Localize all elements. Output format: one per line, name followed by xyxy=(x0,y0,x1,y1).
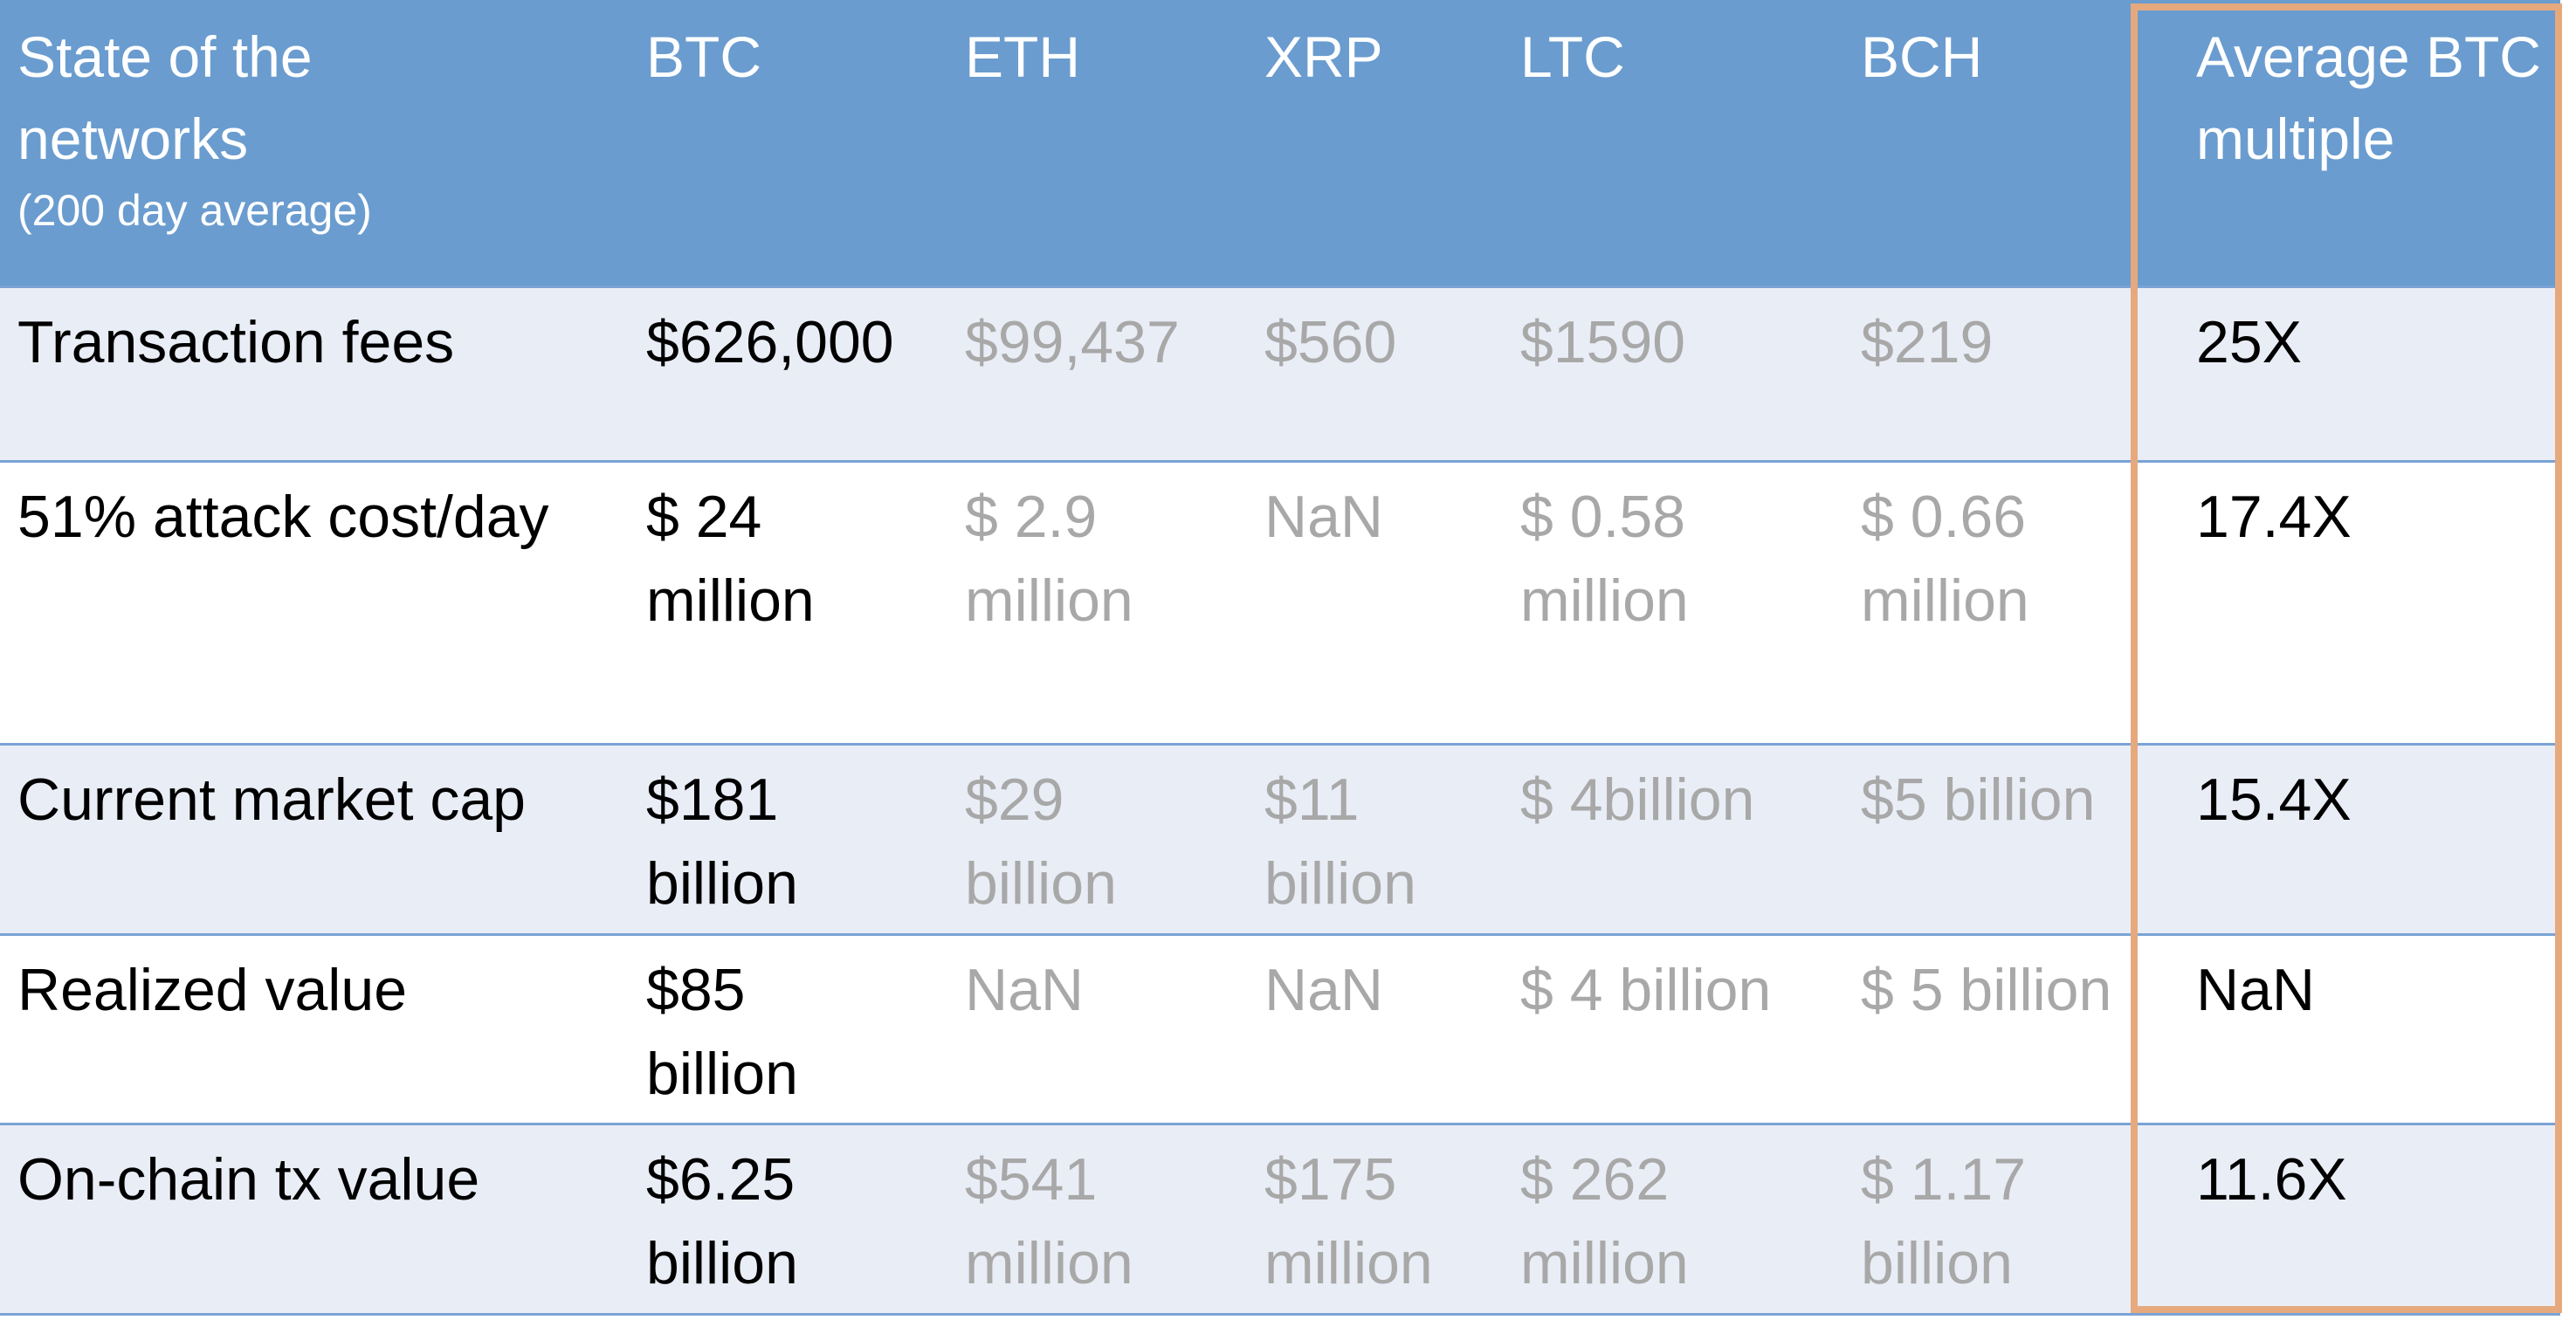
header-multiple-line-2: multiple xyxy=(2196,107,2395,171)
table-row: Current market cap $181 billion $29 bill… xyxy=(0,742,2560,934)
cell-value: NaN xyxy=(1264,483,1384,550)
cell-value-unit: million xyxy=(965,567,1133,634)
cell-btc: $181 billion xyxy=(629,742,947,934)
cell-eth: $541 million xyxy=(947,1122,1247,1316)
cell-multiple: NaN xyxy=(2137,932,2560,1124)
cell-value: $5 billion xyxy=(1861,766,2096,833)
header-metric-title-line-2: networks xyxy=(17,107,249,171)
header-bch: BCH xyxy=(1843,0,2137,286)
cell-btc: $6.25 billion xyxy=(629,1122,947,1316)
cell-value-unit: billion xyxy=(1861,1229,2013,1296)
cell-ltc: $1590 xyxy=(1503,285,1843,461)
cell-eth: $99,437 xyxy=(947,285,1247,461)
cell-value-unit: billion xyxy=(965,849,1117,917)
cell-xrp: NaN xyxy=(1247,932,1503,1124)
row-label: On-chain tx value xyxy=(0,1122,629,1316)
cell-value: $175 xyxy=(1264,1145,1397,1213)
header-metric: State of the networks (200 day average) xyxy=(0,0,629,286)
cell-multiple: 17.4X xyxy=(2137,459,2560,744)
cell-value: NaN xyxy=(965,956,1085,1023)
cell-value: $ 262 xyxy=(1520,1145,1670,1213)
header-average-btc-multiple: Average BTC multiple xyxy=(2137,0,2560,286)
row-label: 51% attack cost/day xyxy=(0,459,629,744)
cell-value: $ 1.17 xyxy=(1861,1145,2027,1213)
cell-value: $ 0.66 xyxy=(1861,483,2027,550)
row-label: Current market cap xyxy=(0,742,629,934)
cell-multiple: 11.6X xyxy=(2137,1122,2560,1316)
cell-value: $1590 xyxy=(1520,308,1686,375)
header-metric-subtitle: (200 day average) xyxy=(17,186,372,235)
cell-value: $541 xyxy=(965,1145,1098,1213)
cell-value: $11 xyxy=(1264,766,1360,833)
cell-value-unit: million xyxy=(1264,1229,1433,1296)
cell-ltc: $ 0.58 million xyxy=(1503,459,1843,744)
cell-value: $99,437 xyxy=(965,308,1180,375)
table-row: 51% attack cost/day $ 24 million $ 2.9 m… xyxy=(0,459,2560,744)
cell-value: $626,000 xyxy=(646,308,894,375)
cell-multiple: 25X xyxy=(2137,285,2560,461)
header-eth: ETH xyxy=(947,0,1247,286)
cell-value: $560 xyxy=(1264,308,1397,375)
table-row: Transaction fees $626,000 $99,437 $560 $… xyxy=(0,285,2560,461)
cell-value: $ 4 billion xyxy=(1520,956,1772,1023)
cell-xrp: NaN xyxy=(1247,459,1503,744)
header-multiple-line-1: Average BTC xyxy=(2196,24,2541,89)
header-xrp: XRP xyxy=(1247,0,1503,286)
cell-multiple: 15.4X xyxy=(2137,742,2560,934)
cell-btc: $ 24 million xyxy=(629,459,947,744)
cell-xrp: $560 xyxy=(1247,285,1503,461)
cell-value-unit: billion xyxy=(646,1040,798,1107)
cell-value: $219 xyxy=(1861,308,1994,375)
cell-bch: $ 5 billion xyxy=(1843,932,2137,1124)
cell-ltc: $ 4billion xyxy=(1503,742,1843,934)
cell-bch: $5 billion xyxy=(1843,742,2137,934)
cell-value: $ 24 xyxy=(646,483,762,550)
header-metric-title-line-1: State of the xyxy=(17,24,313,89)
cell-xrp: $175 million xyxy=(1247,1122,1503,1316)
cell-xrp: $11 billion xyxy=(1247,742,1503,934)
cell-bch: $219 xyxy=(1843,285,2137,461)
row-label: Transaction fees xyxy=(0,285,629,461)
cell-bch: $ 1.17 billion xyxy=(1843,1122,2137,1316)
cell-ltc: $ 4 billion xyxy=(1503,932,1843,1124)
cell-value-unit: billion xyxy=(646,1229,798,1296)
cell-value-unit: million xyxy=(1520,567,1689,634)
cell-value-unit: million xyxy=(965,1229,1133,1296)
table-row: Realized value $85 billion NaN NaN $ 4 b… xyxy=(0,932,2560,1124)
cell-value: $29 xyxy=(965,766,1064,833)
cell-value: $ 4billion xyxy=(1520,766,1755,833)
cell-value: $ 2.9 xyxy=(965,483,1098,550)
row-label: Realized value xyxy=(0,932,629,1124)
cell-eth: $29 billion xyxy=(947,742,1247,934)
cell-value-unit: billion xyxy=(1264,849,1416,917)
header-btc: BTC xyxy=(629,0,947,286)
cell-value-unit: million xyxy=(1861,567,2029,634)
cell-value-unit: million xyxy=(1520,1229,1689,1296)
cell-bch: $ 0.66 million xyxy=(1843,459,2137,744)
cell-value: $85 xyxy=(646,956,746,1023)
header-ltc: LTC xyxy=(1503,0,1843,286)
cell-value-unit: billion xyxy=(646,849,798,917)
cell-value: NaN xyxy=(1264,956,1384,1023)
cell-value-unit: million xyxy=(646,567,815,634)
cell-eth: NaN xyxy=(947,932,1247,1124)
cell-ltc: $ 262 million xyxy=(1503,1122,1843,1316)
cell-value: $6.25 xyxy=(646,1145,796,1213)
cell-value: $ 5 billion xyxy=(1861,956,2112,1023)
cell-value: $ 0.58 xyxy=(1520,483,1686,550)
cell-value: $181 xyxy=(646,766,779,833)
cell-btc: $85 billion xyxy=(629,932,947,1124)
header-row: State of the networks (200 day average) … xyxy=(0,0,2560,286)
table-row: On-chain tx value $6.25 billion $541 mil… xyxy=(0,1122,2560,1316)
cell-btc: $626,000 xyxy=(629,285,947,461)
cell-eth: $ 2.9 million xyxy=(947,459,1247,744)
